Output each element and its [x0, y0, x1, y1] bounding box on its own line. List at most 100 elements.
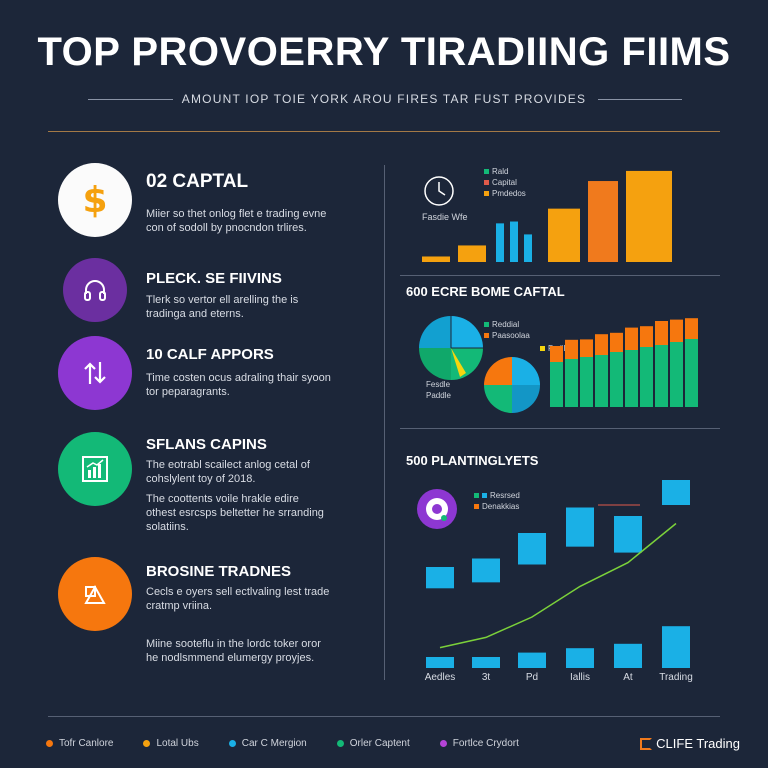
chart-2-bars — [550, 318, 698, 407]
chart-3-legend-item-2: Denakkias — [474, 501, 520, 512]
chart-3-bar-high-5 — [614, 516, 642, 553]
chart-1-legend-item-2: Capital — [484, 177, 526, 188]
chart-1-bar-8 — [626, 170, 672, 262]
svg-text:$: $ — [82, 180, 107, 220]
chart-2: Reddial Paasoolaa Fadile Fesdle Paddle — [400, 305, 720, 423]
chart-2-bar-green-4 — [595, 355, 608, 407]
flower-icon — [417, 489, 457, 529]
chart-3-legend: Resrsed Denakkias — [474, 490, 520, 512]
firm-item-2-title: PLECK. SE FIIVINS — [146, 270, 282, 287]
chart-1-bars — [422, 170, 672, 262]
firm-item-3-badge — [58, 336, 132, 410]
chart-3-trend-line — [439, 522, 677, 649]
chart-2-bar-orange-7 — [640, 326, 653, 347]
chart-2-bar-green-3 — [580, 357, 593, 407]
firm-item-2: PLECK. SE FIIVINS Tlerk so vertor ell ar… — [58, 258, 378, 328]
chart-3-bar-low-3 — [518, 652, 546, 668]
firm-item-3-desc: Time costen ocus adraling thair syoon to… — [146, 372, 331, 398]
firm-item-3-title: 10 CALF APPORS — [146, 346, 274, 363]
chart-2-bar-orange-6 — [625, 327, 638, 350]
firm-item-4-badge — [58, 432, 132, 506]
chart-3-tick-3: Pd — [525, 672, 539, 683]
firm-item-5-title: BROSINE TRADNES — [146, 563, 292, 580]
chart-1-bar-6 — [548, 208, 580, 262]
firm-item-5: BROSINE TRADNES Cecls e oyers sell ectlv… — [58, 557, 378, 687]
column-divider — [384, 165, 385, 680]
chart-2-bar-orange-3 — [580, 339, 593, 357]
firm-item-5-badge — [58, 557, 132, 631]
chart-2-pie-large — [419, 316, 483, 380]
firm-item-2-badge — [63, 258, 127, 322]
page-subtitle: AMOUNT IOP TOIE YORK AROU FIRES TAR FUST… — [181, 92, 587, 106]
footer-legend-item-3: Car C Mergion — [228, 738, 307, 749]
chart-3-tick-4: Iallis — [569, 672, 590, 683]
chart-2-legend-item-1: Reddial — [484, 319, 530, 330]
brand-logo: CLIFE Trading — [640, 736, 740, 751]
chart-1-legend: Rald Capital Pmdedos — [484, 166, 526, 199]
subtitle-row: AMOUNT IOP TOIE YORK AROU FIRES TAR FUST… — [0, 92, 768, 108]
chart-2-bar-green-8 — [655, 345, 668, 407]
chart-3-bar-low-1 — [426, 657, 454, 668]
chart-2-bar-orange-9 — [670, 319, 683, 342]
brand-name: CLIFE Trading — [656, 736, 740, 751]
chart-3-legend-item-1: Resrsed — [474, 490, 520, 501]
firm-item-4-title: SFLANS CAPINS — [146, 436, 267, 453]
footer-legend-item-1: Tofr Canlore — [46, 738, 113, 749]
brand-icon — [640, 737, 653, 750]
chart-3-tick-2: 3t — [481, 672, 491, 683]
chart-1-bar-3 — [496, 223, 504, 262]
chart-2-bar-orange-10 — [685, 318, 698, 339]
chart-2-bar-orange-4 — [595, 334, 608, 355]
footer-legend-item-2: Lotal Ubs — [143, 738, 199, 749]
footer-divider — [48, 716, 720, 717]
firm-item-5-desc-2: Miine sooteflu in the lordc toker oror h… — [146, 638, 321, 664]
firm-item-3: 10 CALF APPORS Time costen ocus adraling… — [58, 336, 378, 416]
chart-3-bars — [426, 480, 690, 668]
chart-2-bar-green-2 — [565, 359, 578, 407]
header-divider — [48, 131, 720, 132]
subtitle-line-left — [88, 99, 173, 100]
chart-2-bar-green-1 — [550, 362, 563, 407]
chart-3-bar-high-1 — [426, 567, 454, 589]
chart-2-bar-green-6 — [625, 350, 638, 407]
chart-2-pie-label-1: Fesdle — [426, 380, 451, 389]
chart-divider-2 — [400, 428, 720, 429]
chart-3-tick-5: At — [623, 672, 633, 683]
chart-3-title: 500 PLANTINGLYETS — [406, 453, 539, 468]
firm-item-1-desc: Miier so thet onlog flet e trading evne … — [146, 208, 327, 234]
firm-item-1: $ 02 CAPTAL Miier so thet onlog flet e t… — [58, 163, 378, 253]
chart-2-bar-green-10 — [685, 339, 698, 407]
page-title: TOP PROVOERRY TIRADIING FIIMS — [37, 30, 731, 74]
chart-2-title: 600 ECRE BOME CAFTAL — [406, 284, 565, 299]
firm-item-4-desc: The eotrabl scailect anlog cetal of cohs… — [146, 459, 310, 485]
chart-divider-1 — [400, 275, 720, 276]
chart-3-bar-low-2 — [472, 657, 500, 668]
footer-legend-item-5: Fortlce Crydort — [439, 738, 519, 749]
chart-3-bar-low-5 — [614, 643, 642, 668]
chart-3-tick-6: Trading — [659, 672, 693, 683]
chart-2-pie-label-2: Paddle — [426, 391, 451, 400]
firm-item-1-badge: $ — [58, 163, 132, 237]
arrows-icon — [84, 362, 106, 384]
chart-1-legend-item-1: Rald — [484, 166, 526, 177]
chart-3: Resrsed Denakkias Aedles 3t Pd Iallis At Trad… — [400, 480, 720, 690]
chart-1-legend-item-3: Pmdedos — [484, 188, 526, 199]
firm-item-1-title: 02 CAPTAL — [146, 171, 249, 192]
headphones-icon — [84, 280, 106, 301]
chart-1: Fasdie Wfe Rald Capital Pmdedos — [400, 160, 720, 270]
chart-2-legend-item-2: Paasoolaa — [484, 330, 530, 341]
chart-2-legend: Reddial Paasoolaa — [484, 319, 530, 341]
chart-1-bar-1 — [422, 256, 450, 262]
chart-2-bar-orange-1 — [550, 346, 563, 362]
footer-legend-item-4: Orler Captent — [336, 738, 410, 749]
chart-3-bar-low-4 — [566, 648, 594, 668]
firm-item-5-desc: Cecls e oyers sell ectlvaling lest trade… — [146, 586, 330, 612]
footer-legend: Tofr Canlore Lotal Ubs Car C Mergion Orl… — [46, 738, 549, 749]
subtitle-line-right — [598, 99, 682, 100]
chart-3-bar-high-6 — [662, 480, 690, 505]
shapes-icon — [84, 584, 106, 604]
chart-3-bar-high-2 — [472, 558, 500, 583]
chart-3-bar-high-4 — [566, 507, 594, 547]
chart-2-bar-orange-5 — [610, 332, 623, 352]
dollar-icon: $ — [82, 180, 107, 220]
